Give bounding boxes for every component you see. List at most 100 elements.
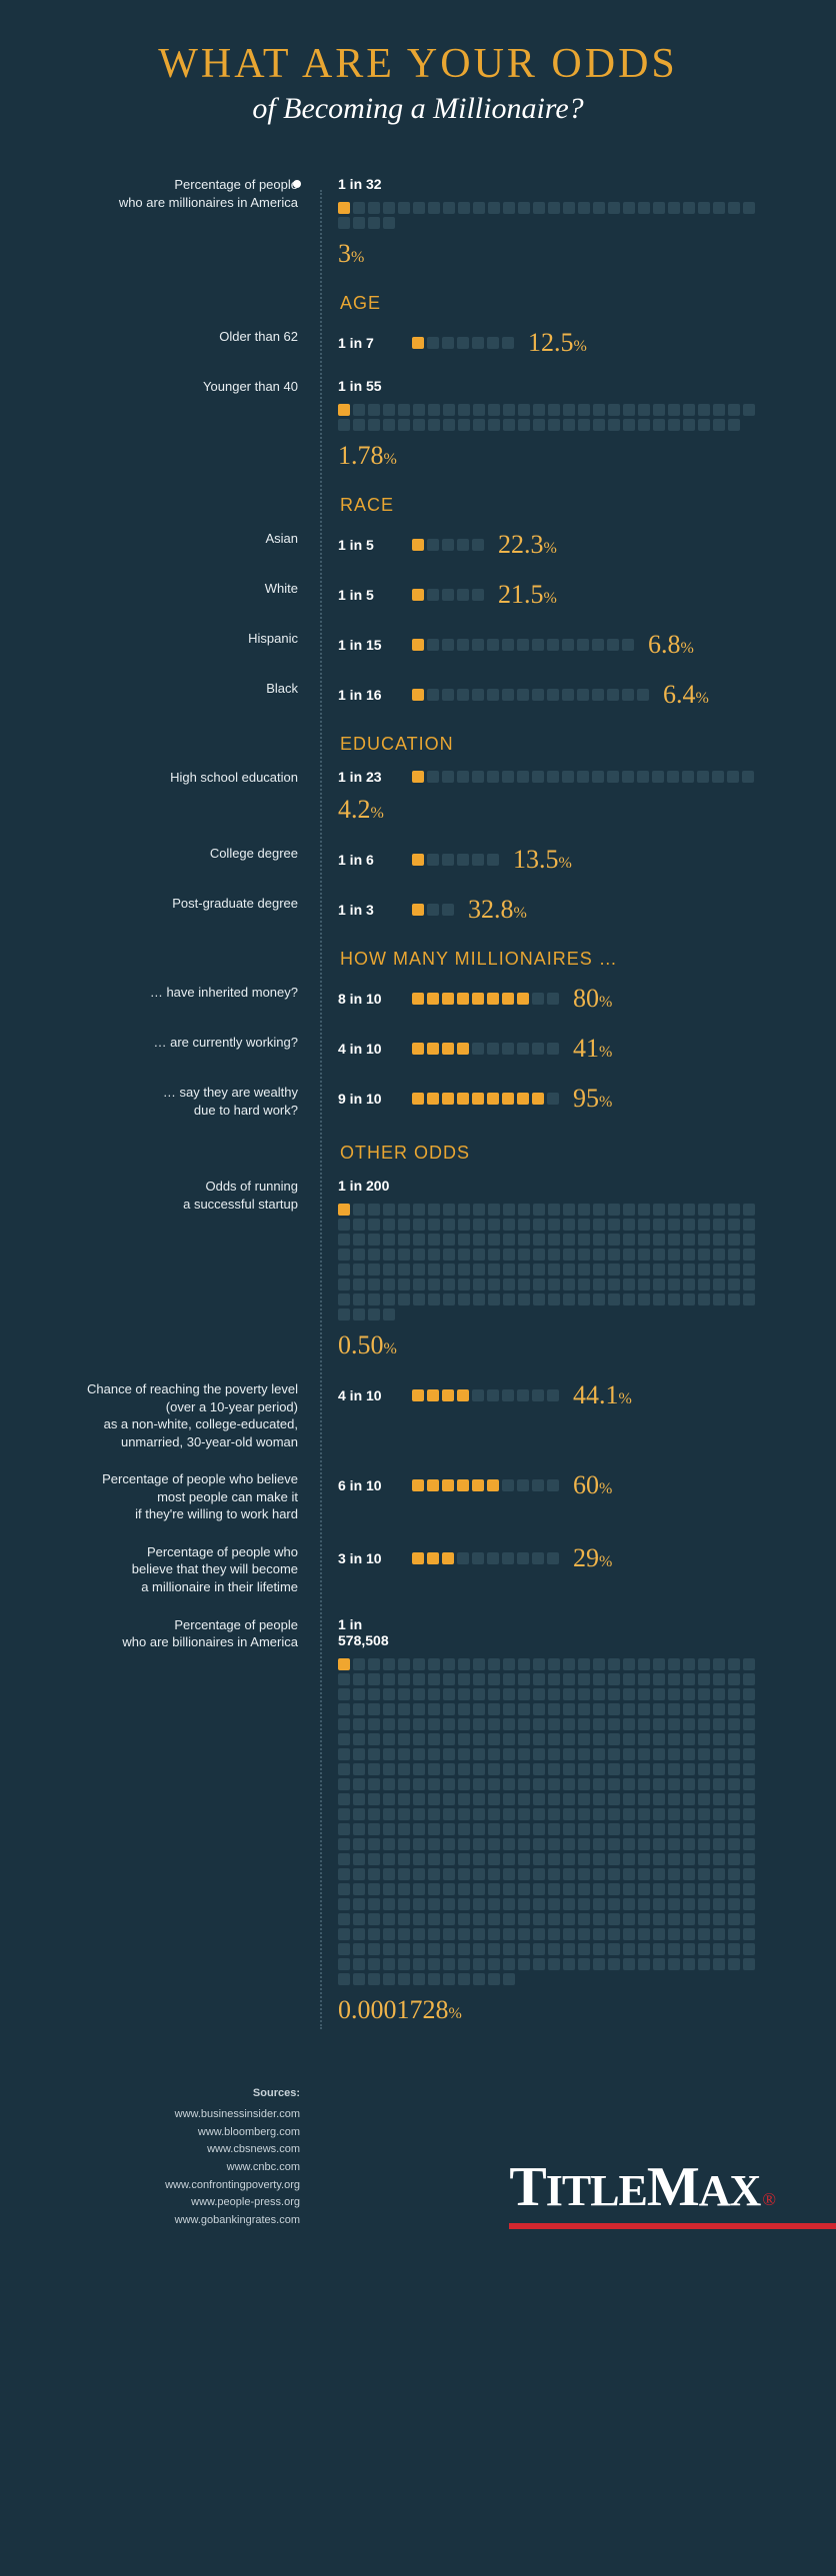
pips xyxy=(412,1093,559,1105)
pip-off xyxy=(473,1853,485,1865)
pip-off xyxy=(353,1748,365,1760)
pip-on xyxy=(412,589,424,601)
stat-label: College degree xyxy=(50,845,320,863)
pip-off xyxy=(383,1853,395,1865)
pip-off xyxy=(728,1703,740,1715)
pip-off xyxy=(443,1898,455,1910)
pip-off xyxy=(533,1204,545,1216)
pip-on xyxy=(502,993,514,1005)
pip-off xyxy=(338,1928,350,1940)
pips xyxy=(412,1043,559,1055)
pip-off xyxy=(608,1234,620,1246)
pip-off xyxy=(473,1219,485,1231)
pip-off xyxy=(593,1778,605,1790)
pip-off xyxy=(698,1943,710,1955)
pip-off xyxy=(563,1204,575,1216)
pip-off xyxy=(668,1928,680,1940)
pip-off xyxy=(698,1778,710,1790)
pip-off xyxy=(473,1958,485,1970)
pip-off xyxy=(428,1763,440,1775)
pip-off xyxy=(427,539,439,551)
pip-off xyxy=(503,1958,515,1970)
pip-off xyxy=(698,1958,710,1970)
pip-off xyxy=(503,1733,515,1745)
pip-off xyxy=(338,1234,350,1246)
pip-off xyxy=(428,419,440,431)
pip-off xyxy=(413,1733,425,1745)
pip-off xyxy=(473,1823,485,1835)
pip-off xyxy=(353,1883,365,1895)
pip-off xyxy=(623,1264,635,1276)
pip-off xyxy=(593,1898,605,1910)
pip-off xyxy=(622,771,634,783)
pip-off xyxy=(623,1733,635,1745)
pip-off xyxy=(653,1658,665,1670)
odds-text: 1 in 23 xyxy=(338,769,398,785)
pip-off xyxy=(368,1279,380,1290)
pip-off xyxy=(473,1883,485,1895)
pips xyxy=(412,993,559,1005)
pip-off xyxy=(653,202,665,214)
pip-off xyxy=(368,1883,380,1895)
pips xyxy=(338,202,758,229)
pips xyxy=(412,337,514,349)
pip-off xyxy=(517,1479,529,1491)
pip-off xyxy=(548,1793,560,1805)
pip-off xyxy=(562,639,574,651)
pip-off xyxy=(683,1249,695,1261)
pip-off xyxy=(398,1688,410,1700)
pip-off xyxy=(383,1703,395,1715)
pip-on xyxy=(457,1043,469,1055)
stat-label: Asian xyxy=(50,530,320,548)
pct-value: 3% xyxy=(338,239,364,269)
pip-off xyxy=(353,1204,365,1216)
pip-off xyxy=(743,1673,755,1685)
pip-off xyxy=(368,1249,380,1261)
pip-off xyxy=(608,404,620,416)
pip-off xyxy=(593,1838,605,1850)
pip-off xyxy=(623,1249,635,1261)
pip-off xyxy=(653,1808,665,1820)
stat-bar: 1 in 522.3% xyxy=(320,530,786,560)
stat-label: Percentage of peoplewho are millionaires… xyxy=(50,176,320,211)
pip-off xyxy=(728,1913,740,1925)
pip-off xyxy=(728,419,740,431)
pip-off xyxy=(608,1718,620,1730)
pip-off xyxy=(413,1958,425,1970)
pip-off xyxy=(442,337,454,349)
pip-off xyxy=(608,1823,620,1835)
pip-off xyxy=(728,1883,740,1895)
pip-off xyxy=(428,1673,440,1685)
pip-off xyxy=(353,1838,365,1850)
pip-off xyxy=(638,404,650,416)
pip-off xyxy=(593,1958,605,1970)
pip-off xyxy=(338,1823,350,1835)
pip-off xyxy=(608,1763,620,1775)
pip-off xyxy=(518,1204,530,1216)
pip-off xyxy=(713,1264,725,1276)
pip-off xyxy=(563,1898,575,1910)
pip-off xyxy=(698,1703,710,1715)
pip-off xyxy=(653,1204,665,1216)
pip-off xyxy=(608,1264,620,1276)
pip-off xyxy=(608,1688,620,1700)
stat-row: Odds of runninga successful startup1 in … xyxy=(50,1178,786,1360)
pip-off xyxy=(353,217,365,229)
pip-off xyxy=(743,1898,755,1910)
pip-off xyxy=(398,1853,410,1865)
pip-off xyxy=(563,1673,575,1685)
pip-off xyxy=(547,1043,559,1055)
pip-off xyxy=(473,1778,485,1790)
pip-off xyxy=(488,1868,500,1880)
pip-off xyxy=(503,1703,515,1715)
pip-off xyxy=(563,1293,575,1305)
pip-off xyxy=(353,1913,365,1925)
pip-off xyxy=(608,1293,620,1305)
pip-off xyxy=(683,404,695,416)
pip-off xyxy=(353,1234,365,1246)
pip-off xyxy=(623,1793,635,1805)
pct-value: 13.5% xyxy=(513,845,572,875)
pip-off xyxy=(563,1883,575,1895)
pip-off xyxy=(728,1673,740,1685)
pip-off xyxy=(683,1913,695,1925)
